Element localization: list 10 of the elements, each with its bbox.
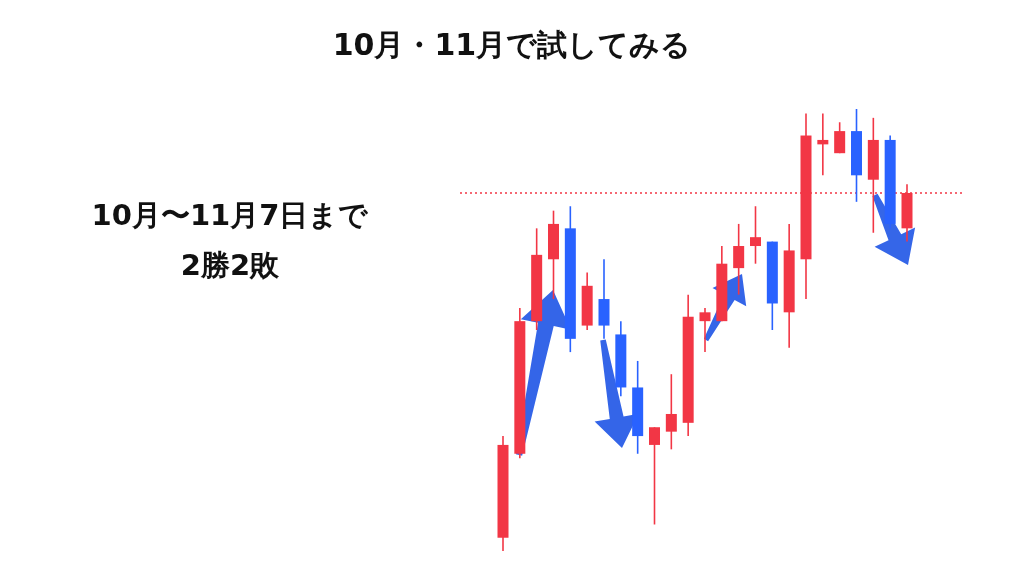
- candlestick: [649, 426, 660, 526]
- candlestick: [817, 112, 829, 177]
- candlestick: [665, 373, 677, 451]
- candlestick: [733, 223, 745, 296]
- text: 2勝2敗: [180, 248, 281, 282]
- text: 10月〜11月7日まで: [91, 198, 370, 232]
- candlestick: [699, 307, 711, 353]
- chart-title: 10月・11月で試してみる: [332, 27, 692, 62]
- candlestick: [834, 121, 846, 154]
- candlestick: [750, 205, 761, 265]
